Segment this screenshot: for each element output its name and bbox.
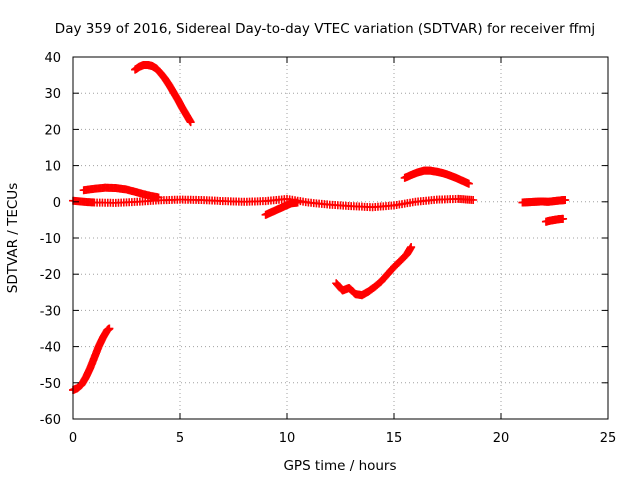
data-series <box>131 60 195 127</box>
y-tick-label: 30 <box>44 87 61 102</box>
x-tick-label: 20 <box>493 431 510 446</box>
chart-title: Day 359 of 2016, Sidereal Day-to-day VTE… <box>55 21 595 37</box>
y-axis-ticks: -60 -50 -40 -30 -20 -10 0 10 20 30 40 <box>40 51 608 428</box>
data-point <box>105 324 114 333</box>
data-series <box>79 183 163 202</box>
y-tick-label: -50 <box>40 377 61 392</box>
y-tick-label: -60 <box>40 413 61 428</box>
data-point <box>293 198 302 207</box>
x-axis-ticks: 0 5 10 15 20 25 <box>69 57 616 446</box>
data-point <box>464 179 473 188</box>
data-points <box>69 60 570 395</box>
data-series <box>400 166 473 188</box>
y-tick-label: 20 <box>44 123 61 138</box>
x-tick-label: 10 <box>279 431 296 446</box>
data-series <box>541 214 568 226</box>
data-point <box>407 243 416 252</box>
y-tick-label: 40 <box>44 51 61 66</box>
y-tick-label: -40 <box>40 341 61 356</box>
data-point <box>561 195 570 204</box>
data-point <box>186 118 195 127</box>
y-tick-label: 10 <box>44 160 61 175</box>
x-tick-label: 25 <box>600 431 617 446</box>
y-tick-label: -30 <box>40 304 61 319</box>
y-tick-label: -20 <box>40 268 61 283</box>
data-point <box>559 214 568 223</box>
data-series <box>69 324 114 395</box>
y-tick-label: -10 <box>40 232 61 247</box>
data-series <box>332 243 416 300</box>
x-tick-label: 0 <box>69 431 77 446</box>
data-series <box>518 195 570 207</box>
data-point <box>469 195 478 204</box>
x-tick-label: 5 <box>176 431 184 446</box>
y-tick-label: 0 <box>53 196 61 211</box>
grid <box>73 57 608 419</box>
x-axis-label: GPS time / hours <box>283 458 396 474</box>
data-series <box>261 198 302 219</box>
y-axis-label: SDTVAR / TECUs <box>5 183 21 293</box>
x-tick-label: 15 <box>386 431 403 446</box>
